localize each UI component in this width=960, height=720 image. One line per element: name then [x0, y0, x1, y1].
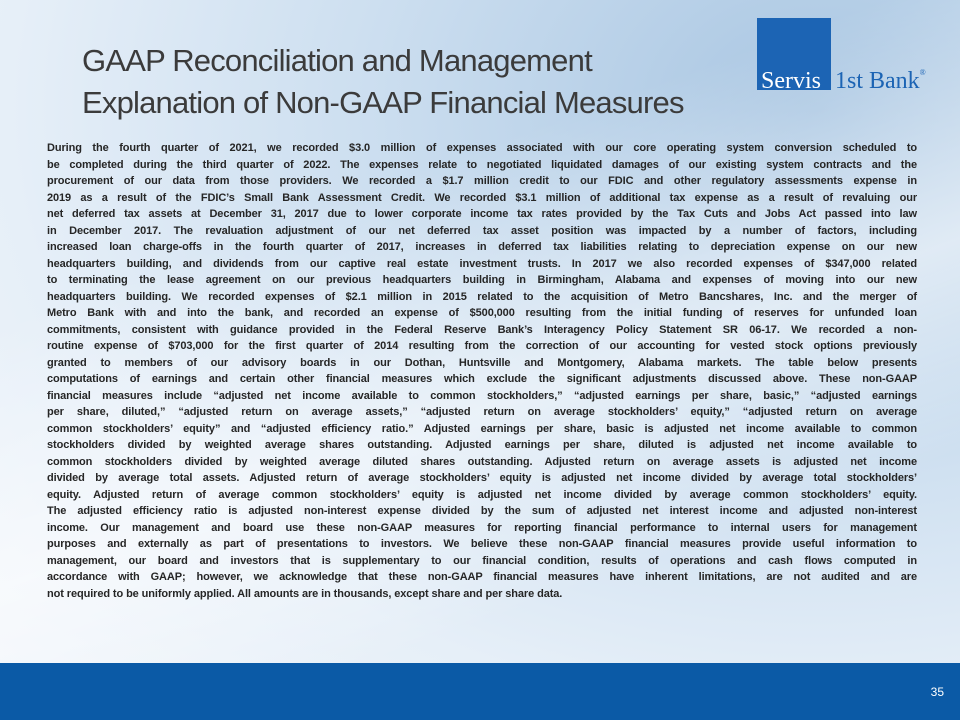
logo-text-bank: 1st Bank®	[835, 68, 926, 95]
paragraph-line: procurement of our data from those provi…	[47, 175, 917, 187]
paragraph-line: be completed during the third quarter of…	[47, 158, 917, 171]
paragraph-line: purposes and externally as part of prese…	[47, 538, 917, 550]
paragraph-line: income. Our management and board use the…	[47, 521, 917, 534]
paragraph-line: common stockholders’ equity” and “adjust…	[47, 422, 917, 435]
paragraph-line: 2019 as a result of the FDIC’s Small Ban…	[47, 191, 917, 204]
paragraph-line: not required to be uniformly applied. Al…	[47, 587, 563, 600]
slide-title: GAAP Reconciliation and Management Expla…	[82, 40, 684, 124]
paragraph-line: financial measures include “adjusted net…	[47, 389, 917, 402]
paragraph-line: net deferred tax assets at December 31, …	[47, 208, 917, 220]
slide-title-line-2: Explanation of Non-GAAP Financial Measur…	[82, 85, 684, 120]
logo-text-servis: Servis	[761, 68, 821, 94]
paragraph-line: equity. Adjusted return of average commo…	[47, 488, 917, 501]
paragraph-line: in December 2017. The revaluation adjust…	[47, 224, 917, 237]
paragraph-line: headquarters building, and dividends fro…	[47, 257, 917, 270]
paragraph-line: management, our board and investors that…	[47, 554, 917, 567]
paragraph-line: routine expense of $703,000 for the firs…	[47, 340, 917, 352]
logo-text-1st-bank: 1st Bank	[835, 68, 920, 94]
paragraph-line: granted to members of our advisory board…	[47, 356, 917, 369]
paragraph-line: computations of earnings and certain oth…	[47, 373, 917, 385]
paragraph-line: stockholders divided by weighted average…	[47, 439, 917, 451]
paragraph-line: The adjusted efficiency ratio is adjuste…	[47, 505, 917, 517]
explanation-paragraph: During the fourth quarter of 2021, we re…	[47, 140, 917, 602]
paragraph-line: headquarters building. We recorded expen…	[47, 290, 917, 303]
registered-mark: ®	[919, 68, 926, 77]
servisfirst-bank-logo: Servis 1st Bank®	[757, 18, 957, 98]
slide-title-line-1: GAAP Reconciliation and Management	[82, 43, 593, 78]
paragraph-line: divided by average total assets. Adjuste…	[47, 472, 917, 484]
paragraph-line: Metro Bank with and into the bank, and r…	[47, 307, 917, 319]
paragraph-line: common stockholders divided by weighted …	[47, 455, 917, 468]
paragraph-line: accordance with GAAP; however, we acknow…	[47, 571, 917, 583]
paragraph-line: per share, diluted,” “adjusted return on…	[47, 406, 917, 418]
logo-square	[757, 18, 831, 90]
paragraph-line: to terminating the lease agreement on ou…	[47, 274, 917, 286]
paragraph-line: increased loan charge-offs in the fourth…	[47, 241, 917, 253]
page-number: 35	[930, 685, 944, 699]
paragraph-line: During the fourth quarter of 2021, we re…	[47, 142, 917, 154]
paragraph-line: commitments, consistent with guidance pr…	[47, 323, 917, 336]
footer-bar: 35	[0, 663, 960, 720]
